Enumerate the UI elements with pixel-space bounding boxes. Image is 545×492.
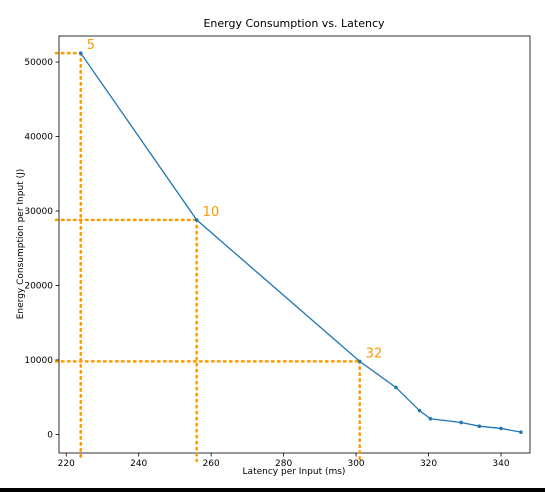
annotation-layer: 5 10 32 [87, 38, 383, 361]
chart-title: Energy Consumption vs. Latency [203, 17, 385, 30]
data-point [428, 416, 433, 421]
data-point [417, 408, 422, 413]
x-tick-label: 240 [130, 459, 147, 469]
reference-lines [54, 51, 361, 463]
series-layer [78, 51, 523, 434]
x-tick-label: 340 [492, 459, 509, 469]
y-tick-label: 40000 [24, 133, 53, 143]
y-tick-label: 10000 [24, 356, 53, 366]
x-tick-label: 280 [275, 459, 292, 469]
data-point [357, 359, 362, 364]
y-axis-label: Energy Consumption per Input (J) [16, 169, 26, 320]
x-tick-label: 320 [420, 459, 437, 469]
x-tick-label: 300 [347, 459, 364, 469]
series-line [80, 52, 522, 433]
plot-frame [58, 35, 531, 454]
x-tick-label: 220 [58, 459, 75, 469]
bottom-border [0, 488, 545, 492]
y-tick-label: 30000 [24, 207, 53, 217]
data-point [477, 424, 482, 428]
data-point [519, 430, 523, 434]
x-axis-ticks: 220 240 260 280 300 320 340 [58, 453, 510, 469]
y-tick-label: 50000 [24, 58, 53, 68]
data-point [78, 51, 83, 55]
data-point [394, 385, 398, 390]
x-tick-label: 260 [203, 459, 220, 469]
x-axis-label: Latency per Input (ms) [243, 467, 346, 477]
data-point [499, 426, 503, 431]
annotation-label: 10 [203, 205, 220, 220]
data-point [194, 218, 199, 222]
y-tick-label: 20000 [24, 281, 53, 291]
y-axis-ticks: 0 10000 20000 30000 40000 50000 [24, 58, 59, 440]
y-tick-label: 0 [47, 430, 53, 440]
data-point [459, 420, 463, 425]
annotation-label: 32 [366, 346, 383, 361]
annotation-label: 5 [87, 38, 95, 53]
